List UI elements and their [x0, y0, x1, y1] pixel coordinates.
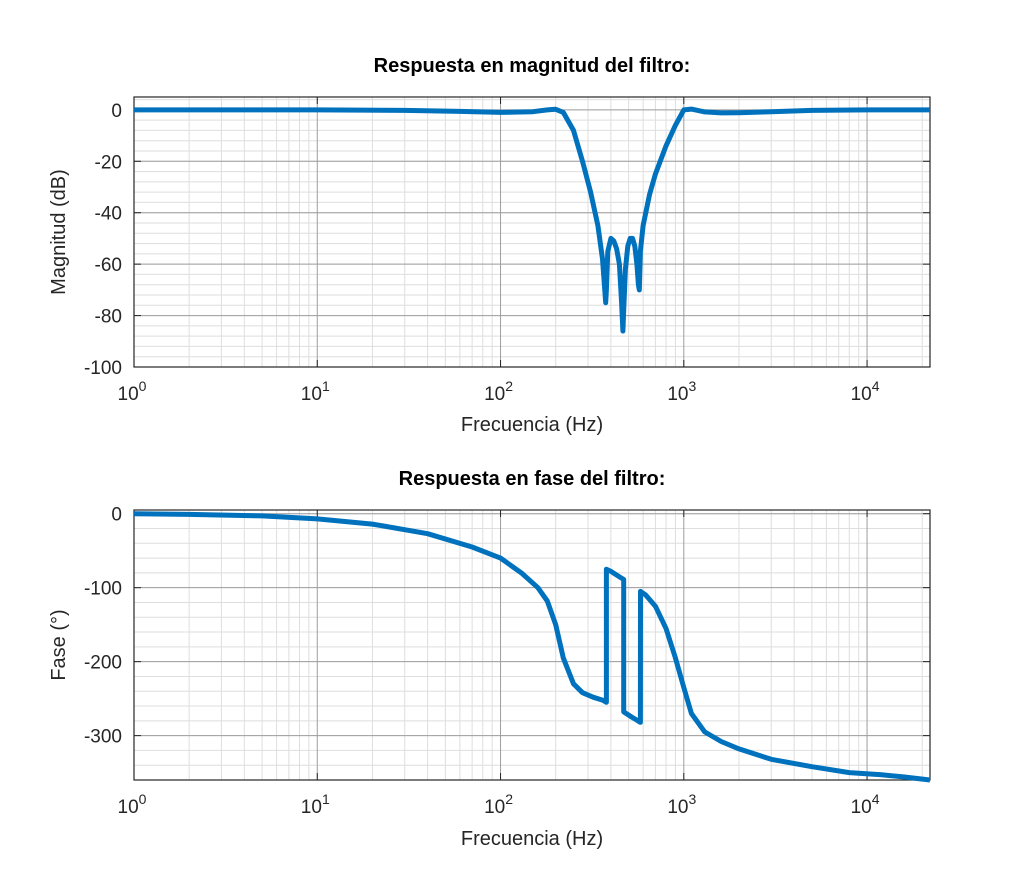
chart-title: Respuesta en fase del filtro:: [399, 468, 666, 490]
x-tick-label: 104: [851, 378, 880, 405]
y-tick-label: -300: [84, 727, 122, 748]
x-tick-label: 102: [484, 791, 513, 818]
x-axis-label: Frecuencia (Hz): [461, 414, 603, 436]
y-axis-label: Magnitud (dB): [48, 169, 70, 295]
axes-box: [133, 509, 931, 781]
y-tick-label: -20: [95, 152, 122, 173]
y-tick-label: -200: [84, 653, 122, 674]
axes-box: [133, 96, 931, 368]
x-tick-label: 101: [301, 791, 330, 818]
subplot-2: 0 -100 -200 -300 100 101 102 103 104 Respuesta en…: [48, 468, 931, 850]
y-tick-label: -80: [95, 307, 122, 328]
y-tick-label: 0: [111, 505, 122, 526]
x-tick-label: 103: [667, 378, 696, 405]
y-axis-label: Fase (°): [48, 609, 70, 680]
y-tick-label: -100: [84, 579, 122, 600]
series-line: [133, 511, 931, 783]
x-tick-label: 104: [851, 791, 880, 818]
x-tick-label: 100: [118, 378, 147, 405]
x-axis-label: Frecuencia (Hz): [461, 828, 603, 850]
x-tick-label: 103: [667, 791, 696, 818]
y-tick-label: -60: [95, 255, 122, 276]
x-tick-label: 101: [301, 378, 330, 405]
y-tick-label: -100: [84, 358, 122, 379]
series-line: [134, 106, 930, 334]
y-tick-label: -40: [95, 204, 122, 225]
x-tick-label: 100: [118, 791, 147, 818]
x-tick-label: 102: [484, 378, 513, 405]
y-tick-label: 0: [111, 101, 122, 122]
chart-title: Respuesta en magnitud del filtro:: [374, 55, 691, 77]
